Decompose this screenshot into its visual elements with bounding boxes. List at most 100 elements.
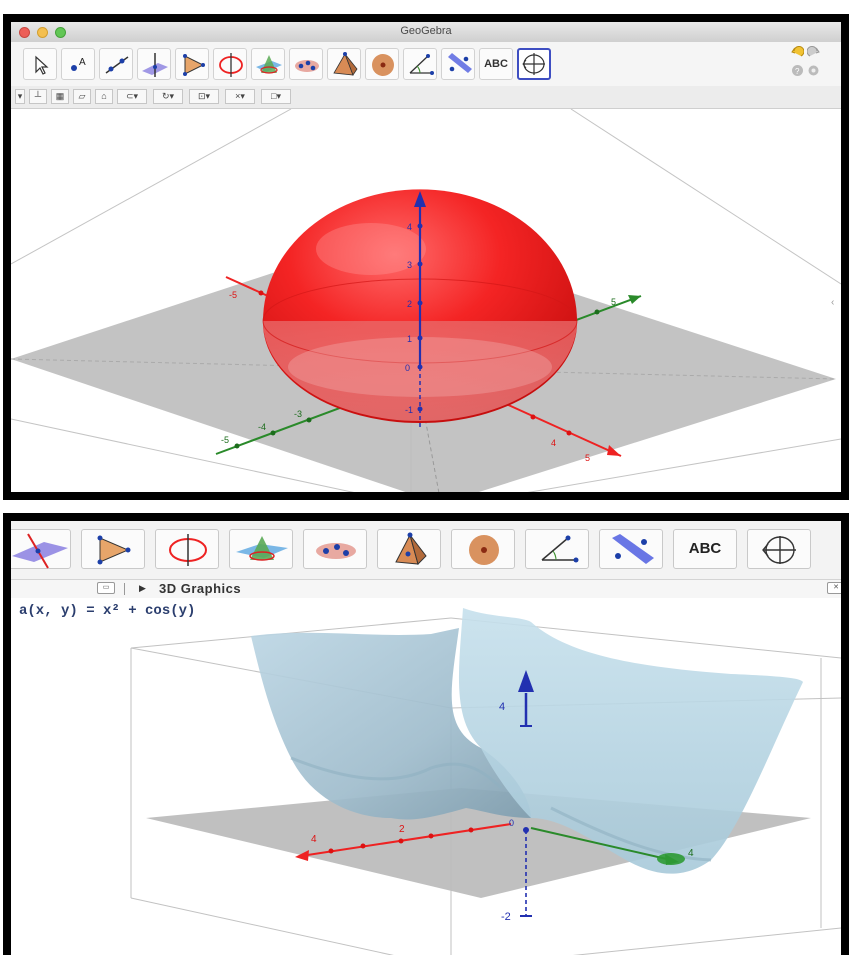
x-axis-bottom: 4 2 xyxy=(295,823,512,861)
style-bar: ▾ ┴ ▦ ▱ ⌂ ⊂▾ ↻▾ ⊡▾ ×▾ □▾ xyxy=(11,86,841,109)
x-axis-label-4: 4 xyxy=(551,438,556,448)
z-axis-label-4: 4 xyxy=(499,701,505,713)
z-axis-label-3: 3 xyxy=(407,260,412,270)
bottom-toolbar: ABC xyxy=(11,521,841,580)
line-icon xyxy=(105,56,129,74)
sphere-icon xyxy=(469,535,499,565)
cone-plane-icon xyxy=(256,55,282,74)
window-titlebar: GeoGebra xyxy=(11,22,841,43)
show-grid-button[interactable]: ▦ xyxy=(51,89,69,104)
clipping-menu-button[interactable]: ⊡▾ xyxy=(189,89,219,104)
sphere-tool-button[interactable] xyxy=(365,48,399,80)
pyramid-icon xyxy=(395,532,427,565)
rotate-view-tool-button-bottom[interactable] xyxy=(747,529,811,569)
angle-tool-button-bottom[interactable] xyxy=(525,529,589,569)
y-axis-label-5: 5 xyxy=(611,297,616,307)
text-tool-button-bottom[interactable]: ABC xyxy=(673,529,737,569)
pyramid-tool-button[interactable] xyxy=(327,48,361,80)
maximize-view-button[interactable]: ▭ xyxy=(97,582,115,594)
y-axis-label-neg5: -5 xyxy=(221,435,229,445)
y-axis-label-4: 4 xyxy=(688,848,694,859)
z-axis-label-neg1: -1 xyxy=(405,405,413,415)
z-axis-bottom: 4 0 -2 xyxy=(499,670,534,923)
view-header-separator xyxy=(124,583,125,595)
pyramid-icon xyxy=(333,52,358,76)
z-axis-label-neg2: -2 xyxy=(501,911,511,923)
standard-view-button[interactable]: ⌂ xyxy=(95,89,113,104)
net-tool-button-bottom[interactable] xyxy=(303,529,367,569)
plane-tool-button-bottom[interactable] xyxy=(11,529,71,569)
top-geogebra-window: GeoGebra A xyxy=(3,14,849,500)
move-tool-button[interactable] xyxy=(23,48,57,80)
y-axis-bottom: 4 xyxy=(530,827,694,865)
show-axes-button[interactable]: ┴ xyxy=(29,89,47,104)
pyramid-tool-button-bottom[interactable] xyxy=(377,529,441,569)
close-view-button[interactable]: ✕ xyxy=(827,582,841,594)
background-menu-button[interactable]: □▾ xyxy=(261,89,291,104)
close-window-button[interactable] xyxy=(19,27,30,38)
angle-icon xyxy=(541,535,579,563)
stylebar-expand-arrow[interactable]: ▶ xyxy=(139,583,146,593)
arrow-cursor-icon xyxy=(35,55,49,75)
point-tool-button[interactable]: A xyxy=(61,48,95,80)
intersect-surfaces-tool-button-bottom[interactable] xyxy=(229,529,293,569)
view-header-bar: ▭ ▶ 3D Graphics ✕ xyxy=(11,580,841,599)
angle-icon xyxy=(409,54,434,75)
circle-axis-tool-button[interactable] xyxy=(213,48,247,80)
help-icon[interactable]: ? xyxy=(791,64,804,77)
view-direction-menu-button[interactable]: ↻▾ xyxy=(153,89,183,104)
line-tool-button[interactable] xyxy=(99,48,133,80)
redo-icon[interactable] xyxy=(807,46,820,59)
cone-plane-icon xyxy=(236,536,288,561)
svg-text:A: A xyxy=(79,57,86,68)
bottom-geogebra-window: ABC ▭ ▶ 3D Graphics ✕ xyxy=(3,513,849,955)
svg-text:?: ? xyxy=(795,67,800,76)
reflect-plane-icon xyxy=(448,53,472,73)
maximize-window-button[interactable] xyxy=(55,27,66,38)
plane-points-icon xyxy=(295,60,319,72)
polygon-tool-button-bottom[interactable] xyxy=(81,529,145,569)
intersect-surfaces-tool-button[interactable] xyxy=(251,48,285,80)
sphere-tool-button-bottom[interactable] xyxy=(451,529,515,569)
z-axis: 4 3 2 1 0 -1 xyxy=(405,191,426,429)
reflect-tool-button[interactable] xyxy=(441,48,475,80)
reflect-tool-button-bottom[interactable] xyxy=(599,529,663,569)
x-axis-label-5: 5 xyxy=(585,453,590,463)
polygon-tool-button[interactable] xyxy=(175,48,209,80)
rotate-view-icon xyxy=(762,536,796,564)
z-axis-label-2: 2 xyxy=(407,299,412,309)
scene-3d-bottom[interactable]: 4 2 4 xyxy=(11,598,841,955)
function-definition-label[interactable]: a(x, y) = x² + cos(y) xyxy=(19,603,196,619)
rotate-view-tool-button[interactable] xyxy=(517,48,551,80)
perpendicular-tool-button[interactable] xyxy=(137,48,171,80)
point-icon: A xyxy=(71,57,86,71)
undo-icon[interactable] xyxy=(791,46,804,59)
stylebar-toggle-arrow[interactable]: ▾ xyxy=(15,89,25,104)
scene-3d-top[interactable]: -5 4 5 -5 -4 -3 -2 5 xyxy=(11,108,841,500)
x-axis-label-4: 4 xyxy=(311,834,317,845)
angle-tool-button[interactable] xyxy=(403,48,437,80)
collapse-panel-arrow[interactable]: ‹ xyxy=(831,297,834,308)
rotation-menu-button[interactable]: ⊂▾ xyxy=(117,89,147,104)
triangle-polygon-icon xyxy=(183,54,205,76)
rotate-view-icon xyxy=(522,53,545,75)
function-surface-left[interactable] xyxy=(251,628,531,820)
graphics-3d-view[interactable]: -5 4 5 -5 -4 -3 -2 5 xyxy=(11,108,841,500)
plane-points-icon xyxy=(316,543,356,559)
settings-gear-icon[interactable] xyxy=(807,64,820,77)
projection-menu-button[interactable]: ×▾ xyxy=(225,89,255,104)
z-axis-label-1: 1 xyxy=(407,334,412,344)
circle-axis-tool-button-bottom[interactable] xyxy=(155,529,219,569)
window-title: GeoGebra xyxy=(400,25,452,37)
z-axis-label-4: 4 xyxy=(407,222,412,232)
show-plane-button[interactable]: ▱ xyxy=(73,89,91,104)
text-tool-button[interactable]: ABC xyxy=(479,48,513,80)
graphics-3d-view-bottom[interactable]: 4 2 4 xyxy=(11,598,841,955)
reflect-plane-icon xyxy=(612,534,654,564)
plane-tool-button[interactable] xyxy=(289,48,323,80)
circle-around-axis-icon xyxy=(169,534,207,566)
y-axis-label-neg3: -3 xyxy=(294,409,302,419)
function-surface-right[interactable] xyxy=(458,608,803,874)
sphere-icon xyxy=(372,54,394,76)
minimize-window-button[interactable] xyxy=(37,27,48,38)
